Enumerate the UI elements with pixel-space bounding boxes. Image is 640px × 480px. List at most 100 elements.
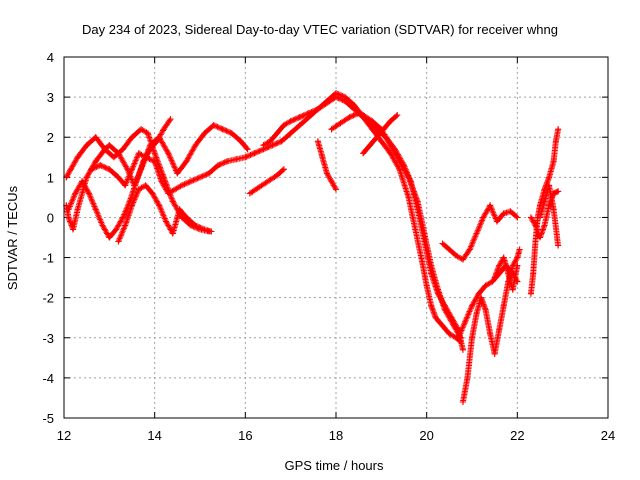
- data-point: [435, 290, 441, 297]
- series-track-d: [88, 90, 464, 345]
- series-track-e: [115, 182, 215, 245]
- data-point: [106, 166, 113, 173]
- data-point: [541, 198, 548, 205]
- data-point: [70, 226, 77, 233]
- data-point: [149, 190, 156, 197]
- data-point: [532, 238, 539, 245]
- data-point: [278, 138, 285, 145]
- data-point: [473, 310, 480, 317]
- data-point: [242, 154, 249, 161]
- data-point: [296, 114, 303, 121]
- data-point: [138, 126, 145, 133]
- y-tick-label: 2: [47, 130, 54, 145]
- data-point: [446, 246, 453, 253]
- data-point: [151, 158, 158, 165]
- data-point: [101, 146, 108, 153]
- data-point: [215, 162, 222, 169]
- data-point: [337, 120, 344, 127]
- data-point: [113, 226, 120, 233]
- y-tick-label: 0: [47, 210, 54, 225]
- data-point: [464, 374, 471, 381]
- data-point: [115, 174, 122, 181]
- series-track-f: [246, 166, 287, 197]
- data-point: [555, 126, 562, 133]
- data-point: [378, 138, 385, 145]
- data-point: [342, 98, 349, 105]
- data-point: [432, 314, 439, 321]
- data-point: [455, 334, 462, 341]
- data-point: [206, 170, 213, 177]
- data-point: [251, 150, 258, 157]
- data-point: [441, 302, 448, 309]
- data-point: [83, 174, 90, 181]
- data-point: [142, 154, 149, 161]
- series-track-l: [459, 246, 523, 405]
- data-point: [274, 172, 281, 179]
- data-point: [172, 186, 179, 193]
- series-track-n: [491, 254, 521, 293]
- data-point: [439, 240, 446, 247]
- data-point: [151, 150, 158, 157]
- data-point: [115, 150, 122, 157]
- data-point: [165, 150, 172, 157]
- data-point: [197, 174, 203, 181]
- data-point: [509, 286, 516, 293]
- data-point: [260, 142, 267, 149]
- data-point: [237, 138, 244, 145]
- data-point: [391, 146, 398, 153]
- data-point: [496, 262, 503, 269]
- series-track-b: [63, 122, 251, 233]
- series-track-o: [527, 126, 562, 297]
- data-point: [110, 154, 117, 161]
- data-point: [428, 270, 435, 277]
- data-point: [142, 182, 149, 189]
- data-point: [394, 112, 401, 119]
- data-point: [459, 346, 466, 353]
- data-point: [423, 282, 430, 289]
- data-point: [219, 126, 226, 133]
- data-point: [115, 238, 122, 245]
- data-point: [133, 178, 140, 185]
- data-point: [482, 282, 489, 289]
- series-track-k: [439, 202, 521, 263]
- x-tick-label: 24: [601, 428, 615, 443]
- series-track-j: [360, 112, 401, 157]
- x-tick-label: 20: [419, 428, 433, 443]
- series-track-c: [65, 116, 174, 241]
- y-tick-label: 3: [47, 90, 54, 105]
- data-point: [255, 184, 262, 191]
- data-point: [532, 222, 539, 229]
- data-point: [514, 262, 521, 269]
- data-point: [552, 138, 559, 145]
- data-point: [228, 130, 235, 137]
- y-tick-label: -2: [42, 291, 54, 306]
- data-point: [97, 162, 104, 169]
- data-point: [224, 158, 231, 165]
- data-point: [314, 106, 321, 113]
- data-point: [364, 118, 371, 125]
- data-point: [439, 322, 446, 329]
- data-point: [555, 242, 562, 249]
- data-point: [401, 162, 407, 169]
- data-point: [514, 254, 521, 261]
- data-point: [419, 258, 426, 265]
- data-point: [92, 206, 99, 213]
- data-point: [140, 158, 147, 165]
- data-point: [462, 318, 469, 325]
- data-point: [373, 126, 380, 133]
- data-point: [122, 182, 129, 189]
- data-point: [85, 190, 92, 197]
- data-point: [147, 146, 154, 153]
- data-point: [333, 186, 339, 193]
- data-point: [328, 126, 335, 133]
- x-tick-label: 14: [147, 428, 161, 443]
- data-point: [176, 206, 183, 213]
- y-axis-label: SDTVAR / TECUs: [5, 185, 20, 290]
- data-point: [446, 330, 453, 337]
- data-point: [208, 228, 215, 235]
- data-point: [135, 150, 142, 157]
- data-point: [287, 130, 294, 137]
- y-tick-label: -1: [42, 251, 54, 266]
- data-point: [165, 190, 172, 197]
